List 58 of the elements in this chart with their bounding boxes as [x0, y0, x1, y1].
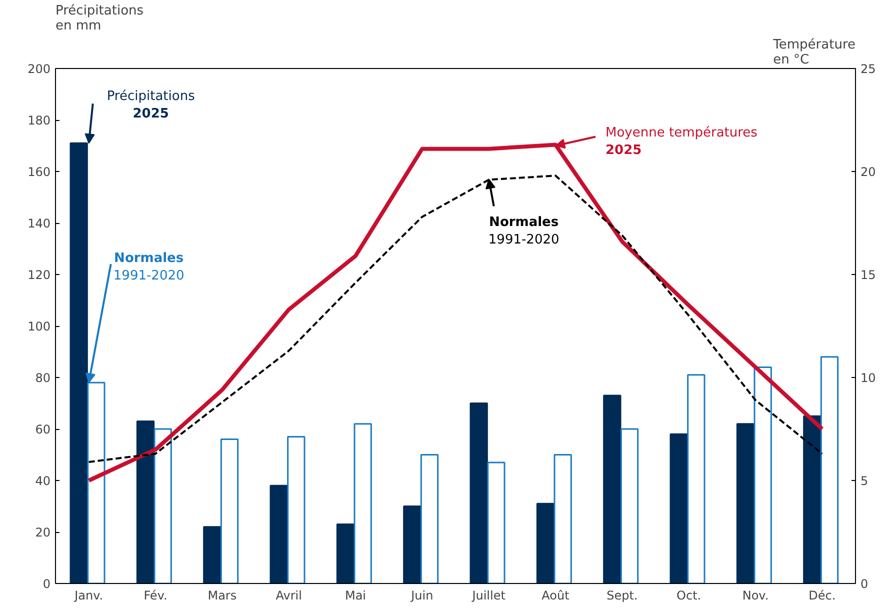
bar [487, 462, 506, 584]
bar [620, 428, 639, 584]
x-tick-label: Juin [410, 588, 434, 602]
bar [403, 506, 422, 584]
y-tick-label: 80 [35, 371, 51, 385]
x-tick-label: Avril [276, 588, 302, 602]
y-tick-label: 180 [28, 114, 50, 128]
x-tick-label: Nov. [742, 588, 769, 602]
y-tick-label: 20 [35, 526, 51, 540]
bar [287, 436, 306, 584]
bar [603, 394, 622, 584]
bar [354, 423, 372, 584]
y-tick-label: 100 [28, 320, 50, 334]
bar [687, 374, 706, 584]
y2-tick-label: 25 [860, 62, 876, 76]
x-tick-label: Sept. [606, 588, 638, 602]
y2-axis-title: Température en °C [772, 38, 856, 68]
y-tick-label: 0 [42, 577, 51, 591]
y-tick-label: 40 [35, 474, 51, 488]
y-tick-label: 160 [28, 165, 50, 179]
y-tick-label: 140 [28, 216, 50, 230]
y-axis-title: Précipitations en mm [56, 4, 144, 34]
y-tick-label: 60 [35, 422, 51, 436]
x-tick-label: Janv. [74, 588, 104, 602]
bar [154, 428, 172, 584]
annotation: Normales 1991-2020 [488, 214, 560, 248]
annotation: Normales 1991-2020 [113, 251, 184, 284]
x-tick-label: Oct. [676, 588, 702, 602]
annotation: Précipitations 2025 [106, 88, 196, 122]
annotation: Moyenne températures 2025 [606, 126, 758, 158]
x-tick-label: Juillet [471, 588, 506, 602]
y2-tick-label: 15 [860, 268, 876, 282]
bar [270, 484, 288, 584]
bar [754, 366, 772, 584]
bar [670, 433, 688, 584]
bar [336, 524, 355, 584]
y2-tick-label: 20 [860, 165, 876, 179]
x-tick-label: Mai [344, 588, 366, 602]
bar [820, 356, 839, 584]
x-tick-label: Fév. [144, 588, 168, 602]
bar [220, 438, 239, 584]
bar [736, 423, 755, 584]
bar [203, 526, 222, 584]
bar [470, 402, 488, 584]
bar [420, 454, 439, 584]
bar [554, 454, 572, 584]
bar [136, 420, 155, 584]
y2-tick-label: 0 [860, 577, 868, 591]
y-tick-label: 200 [28, 62, 50, 76]
y2-tick-label: 10 [860, 371, 876, 385]
y-tick-label: 120 [28, 268, 50, 282]
bar [803, 415, 822, 584]
x-tick-label: Déc. [808, 588, 836, 602]
bar [536, 502, 555, 584]
x-tick-label: Août [542, 588, 570, 602]
y2-tick-label: 5 [860, 474, 868, 488]
line-series [88, 174, 824, 463]
x-tick-label: Mars [208, 588, 237, 602]
